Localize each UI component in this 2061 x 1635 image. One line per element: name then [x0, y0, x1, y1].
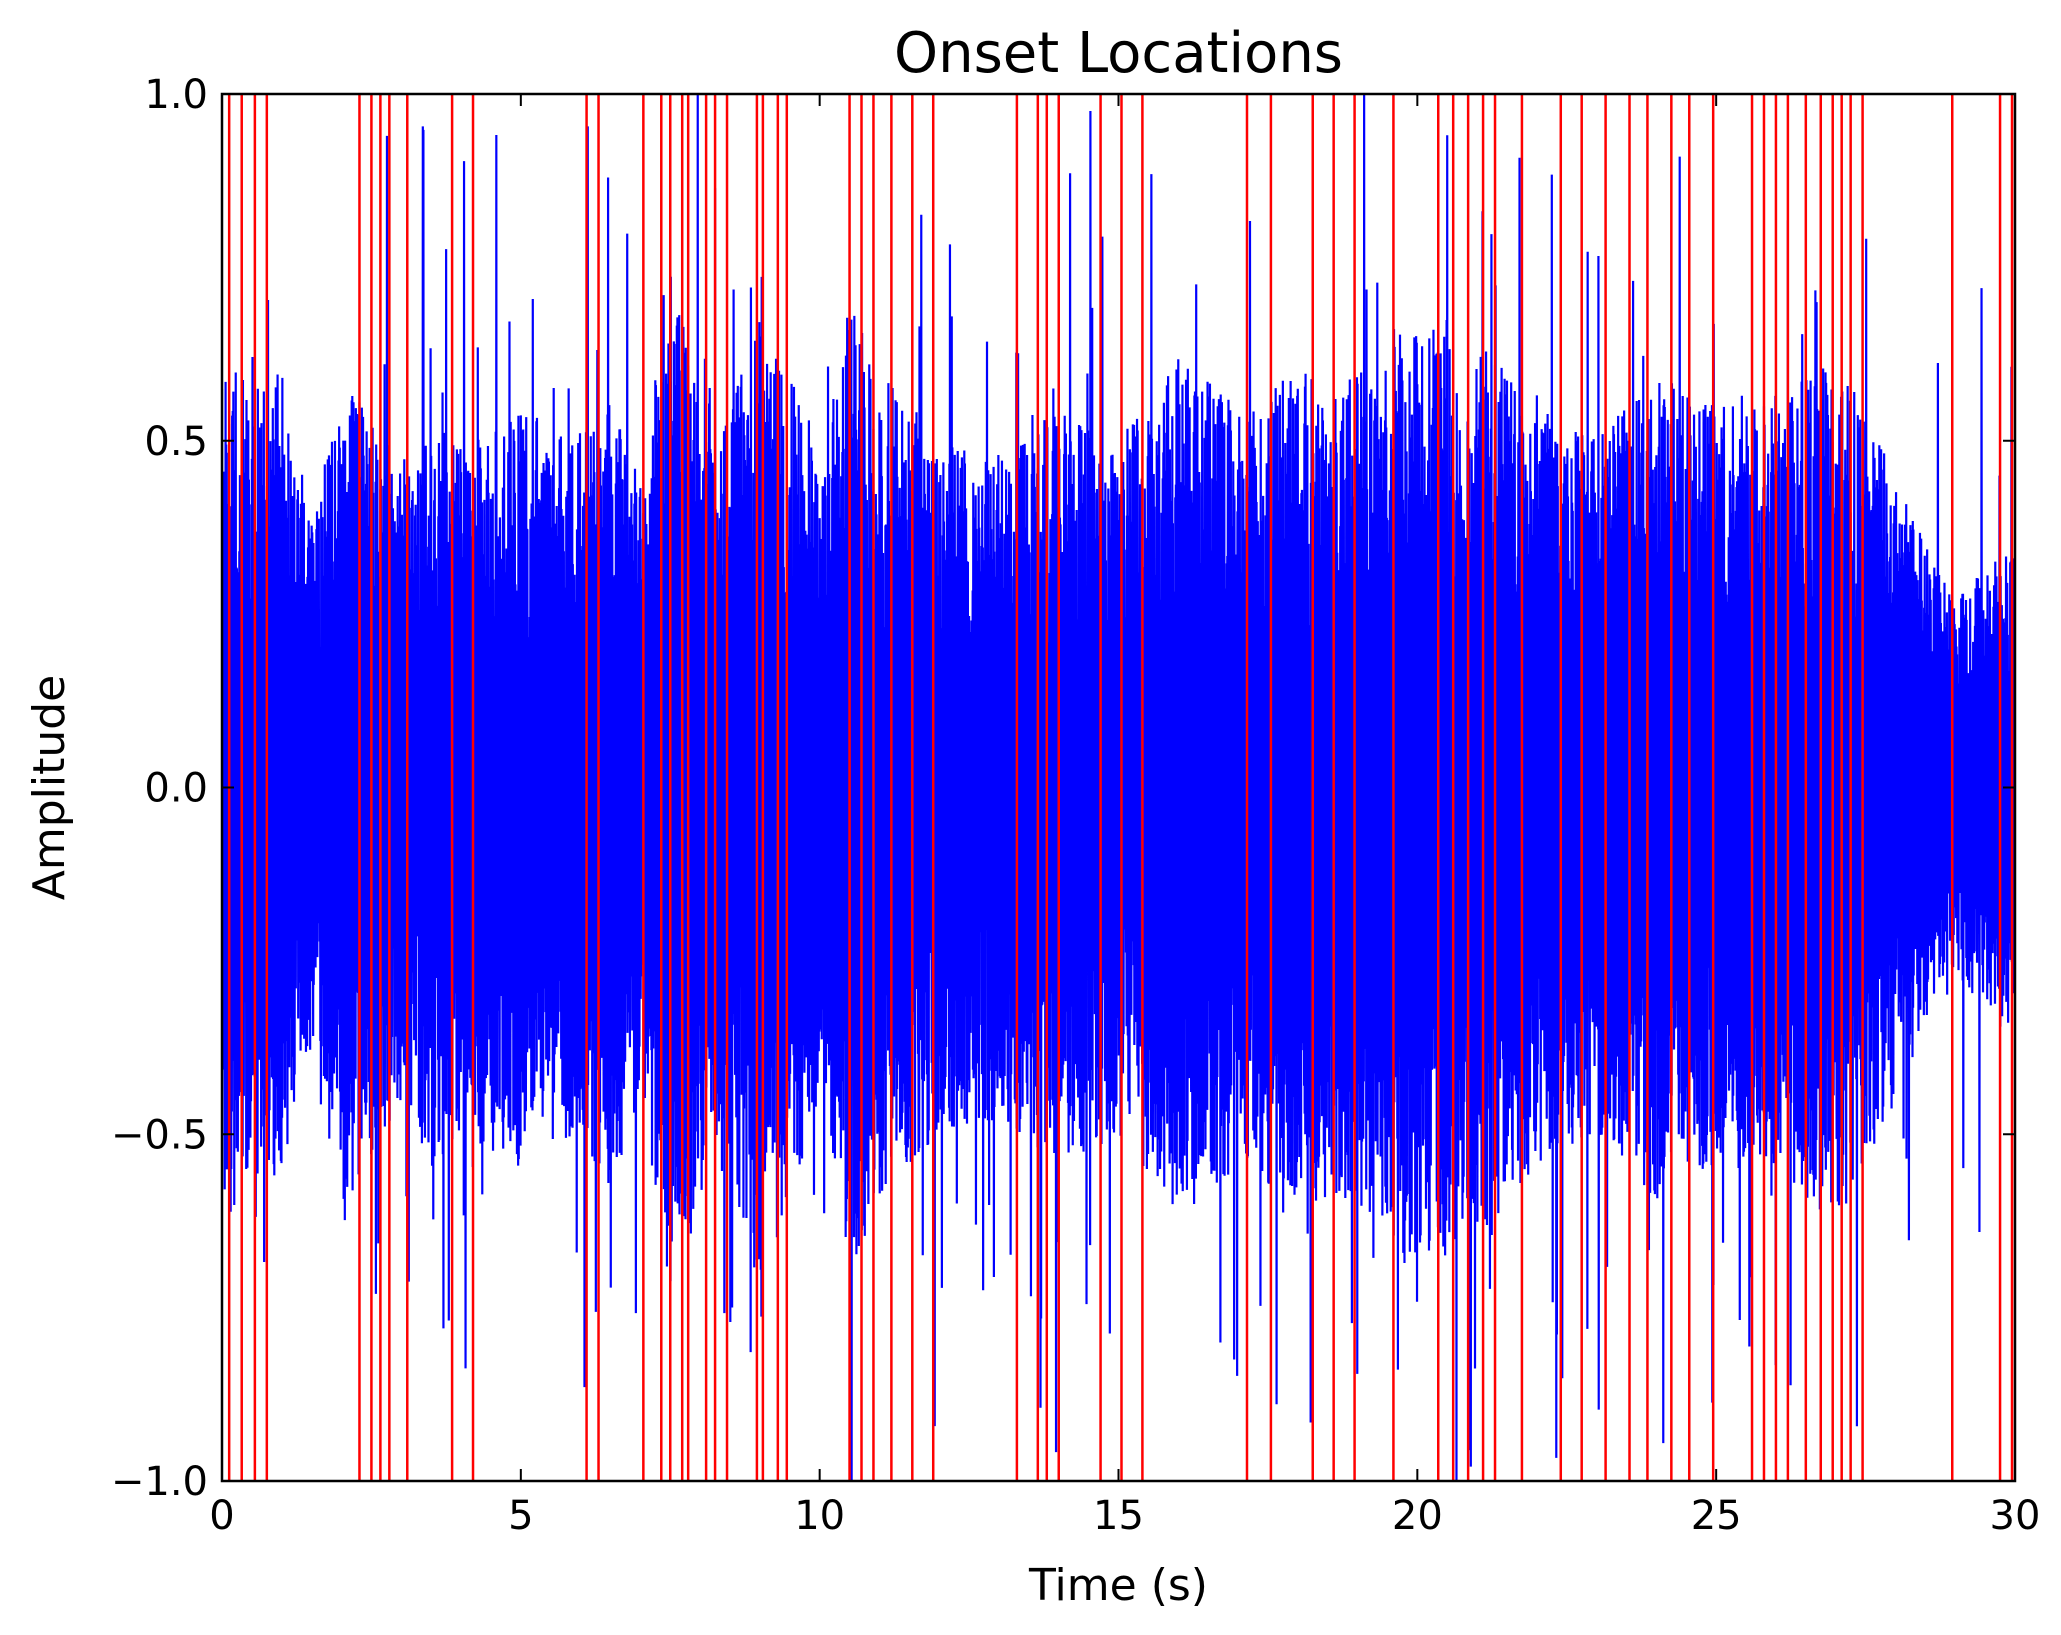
tick-labels: 0 5 10 15 20 25 30 1.0 0.5 0.0 −0.5 −1.0 — [111, 72, 2041, 1539]
waveform-series — [222, 94, 2015, 1481]
x-tick-label-2: 10 — [794, 1493, 845, 1539]
y-tick-label-3: −0.5 — [111, 1112, 208, 1158]
x-tick-label-3: 15 — [1093, 1493, 1144, 1539]
x-tick-label-1: 5 — [508, 1493, 533, 1539]
chart-title: Onset Locations — [894, 21, 1343, 86]
x-tick-label-4: 20 — [1392, 1493, 1443, 1539]
x-axis-label: Time (s) — [1028, 1560, 1208, 1611]
y-tick-label-4: −1.0 — [111, 1459, 208, 1505]
y-tick-label-0: 1.0 — [144, 72, 208, 118]
tick-marks — [221, 93, 2016, 1482]
x-tick-label-5: 25 — [1691, 1493, 1742, 1539]
y-tick-label-1: 0.5 — [144, 419, 208, 465]
y-tick-label-2: 0.0 — [144, 766, 208, 812]
y-axis-label: Amplitude — [24, 675, 75, 900]
x-tick-label-6: 30 — [1990, 1493, 2041, 1539]
x-tick-label-0: 0 — [209, 1493, 234, 1539]
